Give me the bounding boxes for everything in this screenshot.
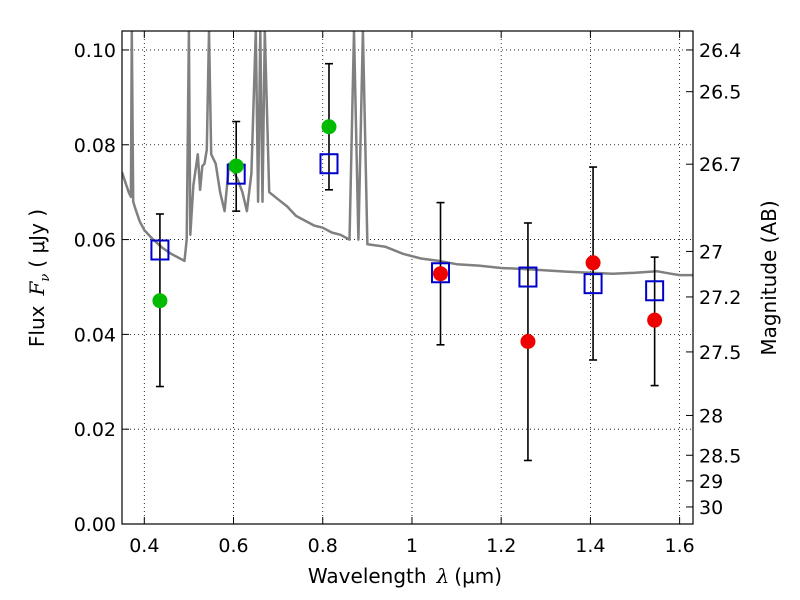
model-square-marker bbox=[319, 153, 339, 175]
right-axis-label: Magnitude (AB) bbox=[757, 200, 781, 355]
model-spectrum-line bbox=[122, 31, 693, 277]
y2-tick-label: 27.5 bbox=[699, 342, 741, 364]
observed-point-marker bbox=[585, 255, 601, 271]
model-square-marker bbox=[583, 273, 603, 295]
y2-tick-label: 30 bbox=[699, 497, 723, 519]
model-square-marker bbox=[150, 239, 170, 261]
observed-point-marker bbox=[433, 266, 449, 282]
y-tick-label: 0.02 bbox=[74, 419, 116, 441]
y-tick-label: 0.04 bbox=[74, 324, 116, 346]
model-square-marker bbox=[645, 280, 665, 302]
x-axis-label: Wavelength λ (μm) bbox=[308, 564, 502, 588]
y2-tick-label: 29 bbox=[699, 471, 723, 493]
x-tick-label: 1.2 bbox=[486, 535, 516, 557]
y-tick-label: 0.00 bbox=[74, 514, 116, 536]
y2-tick-label: 26.7 bbox=[699, 154, 741, 176]
observed-point-marker bbox=[520, 333, 536, 349]
x-tick-label: 0.4 bbox=[129, 535, 159, 557]
x-tick-label: 1.6 bbox=[665, 535, 695, 557]
x-tick-label: 1 bbox=[406, 535, 418, 557]
plot-frame bbox=[121, 30, 694, 525]
y2-tick-label: 26.5 bbox=[699, 82, 741, 104]
y2-tick-label: 27.2 bbox=[699, 287, 741, 309]
y-tick-label: 0.08 bbox=[74, 135, 116, 157]
y2-tick-label: 28 bbox=[699, 405, 723, 427]
model-square-marker bbox=[431, 262, 451, 284]
x-tick-label: 1.4 bbox=[575, 535, 605, 557]
y-axis-label: FluxFν( μJy ) bbox=[25, 209, 53, 347]
y-tick-label: 0.06 bbox=[74, 230, 116, 252]
y2-tick-label: 28.5 bbox=[699, 445, 741, 467]
y2-tick-label: 27 bbox=[699, 241, 723, 263]
axis-ticks: 0.4 0.6 0.8 1 1.2 1.4 1.6 0.00 0.02 0.04 0.06 0.08 0… bbox=[74, 31, 741, 557]
x-tick-label: 0.8 bbox=[308, 535, 338, 557]
x-tick-label: 0.6 bbox=[218, 535, 248, 557]
y2-tick-label: 26.4 bbox=[699, 40, 741, 62]
observed-point-marker bbox=[228, 158, 244, 174]
observed-point-marker bbox=[647, 312, 663, 328]
spectrum-layer bbox=[122, 31, 693, 277]
observed-point-marker bbox=[321, 119, 337, 135]
observed-point-marker bbox=[152, 293, 168, 309]
data-points bbox=[150, 62, 665, 462]
y-tick-label: 0.10 bbox=[74, 40, 116, 62]
model-square-marker bbox=[518, 266, 538, 288]
